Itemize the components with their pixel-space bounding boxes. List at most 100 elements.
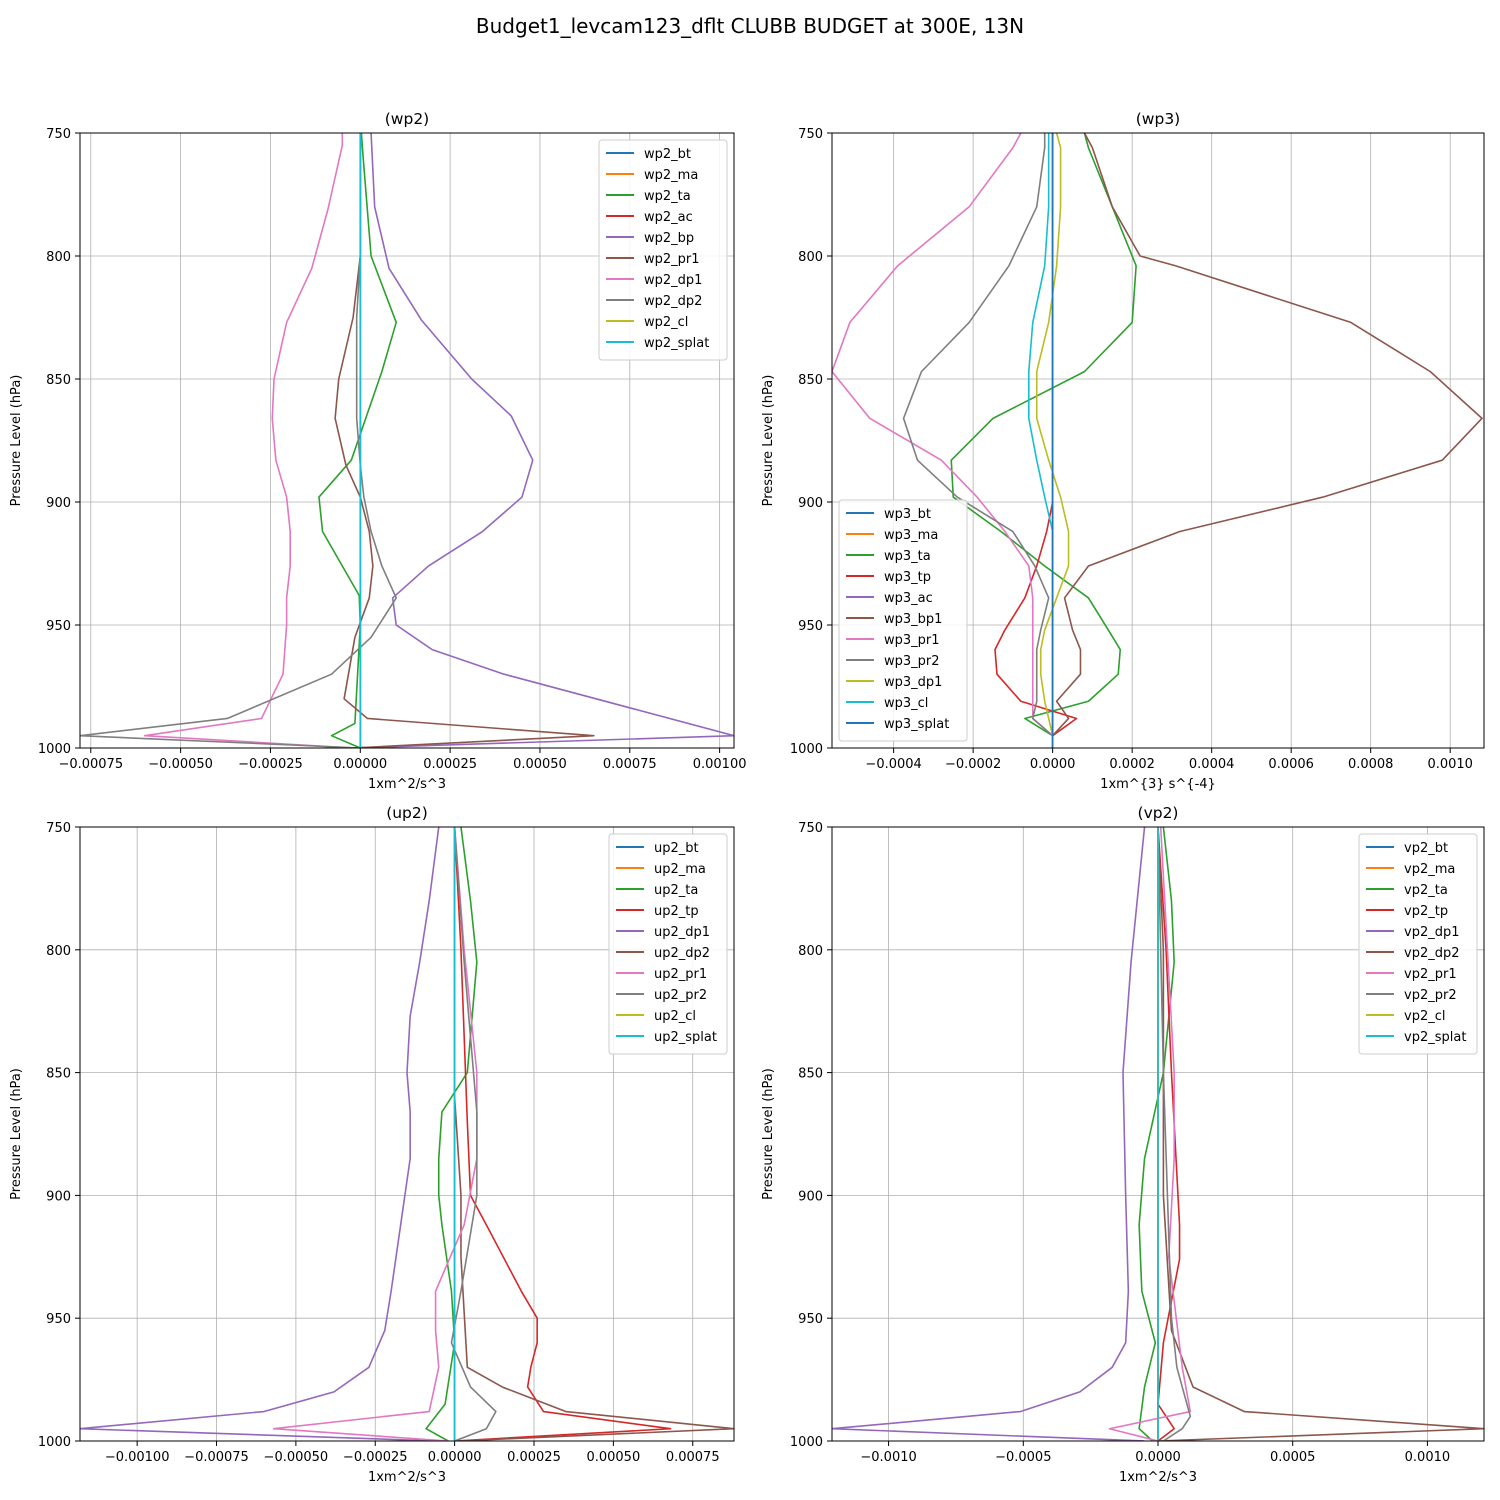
legend-label-wp2_bt: wp2_bt (644, 147, 691, 162)
series-line-wp3_pr2 (902, 133, 1054, 737)
legend-label-wp2_bp: wp2_bp (644, 231, 694, 246)
series-line-wp2_bp (353, 133, 734, 748)
wp2-xtick-label-3: 0.00000 (333, 757, 387, 772)
up2-ytick-label-0: 750 (46, 821, 71, 836)
series-line-wp3_dp1 (1035, 133, 1070, 736)
up2-xtick-label-5: 0.00025 (507, 1450, 561, 1465)
series-line-vp2_dp1 (832, 827, 1146, 1441)
wp3-xlabel: 1xm^{3} s^{-4} (1100, 777, 1216, 792)
legend-label-wp3_cl: wp3_cl (884, 696, 928, 711)
up2-ytick-label-5: 1000 (38, 1435, 71, 1450)
legend-label-up2_dp2: up2_dp2 (654, 946, 710, 961)
figure-title: Budget1_levcam123_dflt CLUBB BUDGET at 3… (475, 14, 1025, 38)
wp2-xtick-label-0: −0.00075 (58, 757, 123, 772)
wp3-axes-frame (831, 132, 1485, 749)
legend-label-wp2_dp2: wp2_dp2 (644, 294, 702, 309)
wp3-ytick-label-5: 1000 (790, 742, 823, 757)
series-line-up2_ta (425, 827, 478, 1441)
legend-label-vp2_pr1: vp2_pr1 (1404, 967, 1457, 982)
legend-label-vp2_ma: vp2_ma (1404, 862, 1455, 877)
up2-axes-frame (79, 826, 735, 1442)
legend-label-up2_pr2: up2_pr2 (654, 988, 707, 1003)
legend-label-wp2_ta: wp2_ta (644, 189, 691, 204)
legend-label-up2_bt: up2_bt (654, 841, 699, 856)
legend-label-wp2_cl: wp2_cl (644, 315, 688, 330)
wp2-xtick-label-6: 0.00075 (603, 757, 657, 772)
series-line-up2_tp (453, 827, 672, 1441)
vp2-legend: vp2_bt vp2_ma vp2_ta vp2_tp vp2_dp1 vp2_dp2vp… (1358, 833, 1478, 1055)
legend-label-up2_tp: up2_tp (654, 904, 699, 919)
wp2-ytick-label-4: 950 (46, 619, 71, 634)
wp3-xtick-label-6: 0.0008 (1348, 757, 1394, 772)
legend-label-wp2_ac: wp2_ac (644, 210, 693, 225)
series-line-wp3_bp1 (1052, 133, 1483, 737)
legend-label-vp2_dp1: vp2_dp1 (1404, 925, 1460, 940)
up2-ytick-label-4: 950 (46, 1312, 71, 1327)
legend-label-wp2_dp1: wp2_dp1 (644, 273, 702, 288)
legend-label-wp3_tp: wp3_tp (884, 570, 931, 585)
legend-label-up2_pr1: up2_pr1 (654, 967, 707, 982)
vp2-ylabel: Pressure Level (hPa) (761, 1068, 776, 1200)
wp3-ytick-label-2: 850 (798, 373, 823, 388)
legend-label-wp2_splat: wp2_splat (644, 336, 709, 351)
series-line-wp3_pr1 (832, 133, 1054, 737)
legend-label-wp3_ma: wp3_ma (884, 528, 938, 543)
series-line-vp2_pr2 (1157, 827, 1192, 1441)
vp2-xtick-label-0: −0.0010 (860, 1450, 916, 1465)
up2-xlabel: 1xm^2/s^3 (368, 1470, 446, 1485)
series-line-up2_dp2 (453, 827, 734, 1441)
wp3-ytick-label-0: 750 (798, 127, 823, 142)
vp2-ytick-label-5: 1000 (790, 1435, 823, 1450)
wp3-ytick-label-1: 800 (798, 250, 823, 265)
vp2-xtick-label-3: 0.0005 (1270, 1450, 1316, 1465)
up2-xtick-label-0: −0.00100 (105, 1450, 170, 1465)
wp2-ytick-label-1: 800 (46, 250, 71, 265)
legend-label-wp3_bt: wp3_bt (884, 507, 931, 522)
series-line-wp2_dp1 (143, 133, 354, 748)
wp2-xlabel: 1xm^2/s^3 (368, 777, 446, 792)
vp2-ytick-label-3: 900 (798, 1189, 823, 1204)
wp3-ytick-label-3: 900 (798, 496, 823, 511)
series-line-vp2_ta (1138, 827, 1175, 1441)
series-line-wp3_tp (994, 133, 1078, 748)
wp3-xtick-label-0: −0.0004 (865, 757, 921, 772)
wp2-xtick-label-4: 0.00025 (423, 757, 477, 772)
legend-label-up2_dp1: up2_dp1 (654, 925, 710, 940)
wp3-ylabel: Pressure Level (hPa) (761, 375, 776, 507)
legend-label-vp2_cl: vp2_cl (1404, 1009, 1445, 1024)
vp2-ytick-label-2: 850 (798, 1067, 823, 1082)
wp3-xtick-label-1: −0.0002 (945, 757, 1001, 772)
up2-xtick-label-6: 0.00050 (586, 1450, 640, 1465)
series-line-up2_dp1 (80, 827, 440, 1441)
legend-label-wp2_ma: wp2_ma (644, 168, 698, 183)
legend-label-wp2_pr1: wp2_pr1 (644, 252, 700, 267)
legend-label-vp2_tp: vp2_tp (1404, 904, 1448, 919)
up2-xtick-label-1: −0.00075 (184, 1450, 249, 1465)
legend-label-wp3_bp1: wp3_bp1 (884, 612, 942, 627)
up2-xtick-label-2: −0.00050 (264, 1450, 329, 1465)
vp2-ytick-label-1: 800 (798, 944, 823, 959)
legend-label-vp2_splat: vp2_splat (1404, 1030, 1466, 1045)
up2-title: (up2) (386, 804, 428, 822)
wp2-title: (wp2) (385, 110, 429, 128)
legend-label-wp3_dp1: wp3_dp1 (884, 675, 942, 690)
legend-label-wp3_ac: wp3_ac (884, 591, 933, 606)
vp2-ytick-label-0: 750 (798, 821, 823, 836)
legend-label-vp2_bt: vp2_bt (1404, 841, 1448, 856)
legend-label-wp3_splat: wp3_splat (884, 717, 949, 732)
wp2-ytick-label-3: 900 (46, 496, 71, 511)
wp2-xtick-label-2: −0.00025 (238, 757, 303, 772)
legend-label-up2_ta: up2_ta (654, 883, 698, 898)
wp3-xtick-label-4: 0.0004 (1189, 757, 1235, 772)
up2-ytick-label-2: 850 (46, 1067, 71, 1082)
legend-label-vp2_pr2: vp2_pr2 (1404, 988, 1457, 1003)
series-line-up2_pr1 (272, 827, 478, 1441)
legend-label-wp3_pr1: wp3_pr1 (884, 633, 940, 648)
series-line-vp2_pr1 (1108, 827, 1192, 1441)
series-line-wp2_dp2 (80, 133, 398, 748)
up2-ylabel: Pressure Level (hPa) (9, 1068, 24, 1200)
